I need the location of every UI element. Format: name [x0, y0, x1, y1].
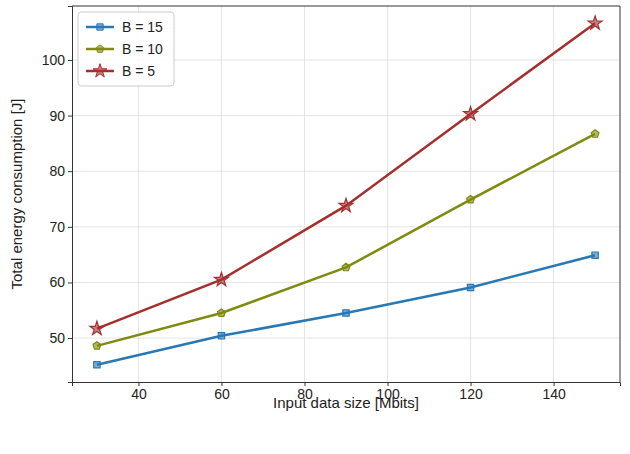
- tick: 140: [542, 382, 566, 402]
- series-marker: [467, 195, 475, 202]
- tick-label: 120: [459, 386, 483, 402]
- tick: 120: [459, 382, 483, 402]
- tick-mark: [68, 282, 72, 283]
- tick: 100: [42, 52, 72, 68]
- legend-marker: [96, 45, 104, 52]
- legend-label: B = 10: [122, 41, 163, 57]
- legend-label: B = 15: [122, 19, 163, 35]
- tick-mark: [68, 171, 72, 172]
- axis-line: [68, 7, 73, 383]
- grid-line: [221, 6, 222, 382]
- tick-label: 40: [131, 386, 147, 402]
- tick-label: 50: [49, 330, 65, 346]
- series-marker: [94, 362, 100, 368]
- series-marker: [215, 272, 229, 285]
- tick: 70: [49, 219, 72, 235]
- tick-label: 60: [49, 274, 65, 290]
- frame: [72, 6, 620, 7]
- series-marker: [592, 252, 598, 258]
- series-marker: [342, 263, 350, 270]
- tick-label: 140: [542, 386, 566, 402]
- chart: 4060801001201405060708090100B = 15B = 10…: [0, 0, 630, 454]
- legend-item: B = 10: [86, 41, 163, 57]
- series-marker: [588, 16, 602, 29]
- legend-label: B = 5: [122, 63, 155, 79]
- y-axis: 50 60 70 80 90 100: [42, 7, 73, 383]
- grid-line: [72, 115, 620, 116]
- grid-line: [72, 226, 620, 227]
- series-marker: [343, 310, 349, 316]
- tick: 90: [49, 108, 72, 124]
- frame: [620, 6, 621, 382]
- legend-item: B = 5: [86, 63, 155, 79]
- legend-item: B = 15: [86, 19, 163, 35]
- series-marker: [90, 321, 104, 334]
- axis-line: [73, 383, 621, 387]
- legend-box: [78, 12, 174, 86]
- series-line: [97, 134, 595, 346]
- tick: 40: [131, 382, 147, 402]
- tick-label: 60: [214, 386, 230, 402]
- tick-mark: [68, 227, 72, 228]
- legend-marker: [97, 24, 103, 30]
- grid: [72, 6, 620, 382]
- series-line: [97, 255, 595, 365]
- series-marker: [467, 284, 473, 290]
- y-axis-title: Total energy consumption [J]: [8, 99, 25, 290]
- tick-label: 90: [49, 108, 65, 124]
- tick-mark: [68, 116, 72, 117]
- tick-label: 100: [42, 52, 66, 68]
- series-marker: [339, 198, 353, 211]
- plot: 4060801001201405060708090100B = 15B = 10…: [42, 6, 621, 402]
- tick-mark: [68, 60, 72, 61]
- grid-line: [553, 6, 554, 382]
- series-marker: [591, 130, 599, 137]
- series-marker: [93, 342, 101, 349]
- legend-marker: [93, 64, 107, 77]
- grid-line: [470, 6, 471, 382]
- tick: 80: [49, 163, 72, 179]
- x-axis-title: Input data size [Mbits]: [273, 394, 419, 411]
- grid-line: [72, 282, 620, 283]
- series-marker: [464, 107, 478, 120]
- tick: 60: [214, 382, 230, 402]
- grid-line: [387, 6, 388, 382]
- grid-line: [72, 171, 620, 172]
- tick-label: 80: [49, 163, 65, 179]
- tick: 50: [49, 330, 72, 346]
- legend: B = 15 B = 10 B = 5: [78, 12, 174, 86]
- tick: 60: [49, 274, 72, 290]
- series-marker: [218, 333, 224, 339]
- series-marker: [218, 309, 226, 316]
- tick-mark: [68, 338, 72, 339]
- tick-label: 70: [49, 219, 65, 235]
- grid-line: [304, 6, 305, 382]
- grid-line: [72, 338, 620, 339]
